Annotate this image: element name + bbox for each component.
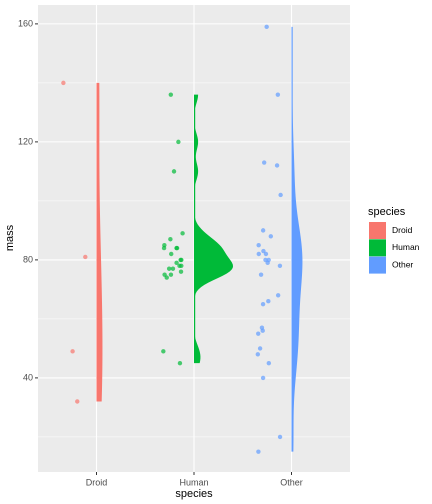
point xyxy=(256,242,261,248)
point xyxy=(266,298,271,304)
point xyxy=(177,263,182,268)
point xyxy=(168,237,173,242)
point xyxy=(164,275,169,280)
point xyxy=(277,263,283,268)
point xyxy=(178,269,184,274)
legend-key xyxy=(369,222,386,239)
point xyxy=(275,92,281,97)
point xyxy=(257,346,263,351)
point xyxy=(179,257,184,263)
y-axis-title: mass xyxy=(4,224,16,251)
legend-label: Droid xyxy=(392,225,413,235)
point xyxy=(174,245,180,251)
point xyxy=(256,449,261,454)
point xyxy=(256,251,261,257)
point xyxy=(177,360,183,366)
legend-label: Other xyxy=(392,259,413,269)
point xyxy=(168,272,174,277)
y-tick-label: 80 xyxy=(23,254,33,264)
point xyxy=(180,231,185,236)
point xyxy=(161,245,167,251)
point xyxy=(83,254,88,260)
point xyxy=(260,301,266,307)
point xyxy=(277,434,283,440)
point xyxy=(274,163,280,168)
point xyxy=(170,266,176,271)
point xyxy=(266,360,272,366)
point xyxy=(161,349,166,354)
point xyxy=(176,139,181,145)
point xyxy=(171,169,177,174)
point xyxy=(260,328,265,333)
point xyxy=(166,266,172,271)
point xyxy=(260,375,266,381)
y-tick-label: 160 xyxy=(18,18,33,28)
point xyxy=(168,92,174,97)
point xyxy=(275,293,281,298)
point xyxy=(169,251,174,257)
x-tick-label: Other xyxy=(280,477,303,487)
x-tick-label: Human xyxy=(179,477,208,487)
point xyxy=(278,192,283,198)
legend-key xyxy=(369,239,386,257)
point xyxy=(75,399,80,404)
point xyxy=(264,24,269,30)
legend-label: Human xyxy=(392,242,420,252)
legend-key xyxy=(369,256,386,274)
x-axis-title: species xyxy=(175,488,213,500)
point xyxy=(255,352,261,357)
point xyxy=(174,260,179,266)
point xyxy=(256,331,261,336)
legend-title: species xyxy=(368,206,406,218)
half-violin xyxy=(96,82,103,402)
point xyxy=(260,228,266,233)
half-violin xyxy=(291,26,303,452)
point xyxy=(70,349,75,354)
point xyxy=(258,272,264,277)
point xyxy=(61,80,66,86)
y-tick-label: 120 xyxy=(18,136,33,146)
point xyxy=(263,251,269,257)
point xyxy=(261,160,267,165)
point xyxy=(265,260,270,266)
x-tick-label: Droid xyxy=(86,477,108,487)
point xyxy=(261,248,266,254)
point xyxy=(268,234,274,239)
y-tick-label: 40 xyxy=(23,372,33,382)
